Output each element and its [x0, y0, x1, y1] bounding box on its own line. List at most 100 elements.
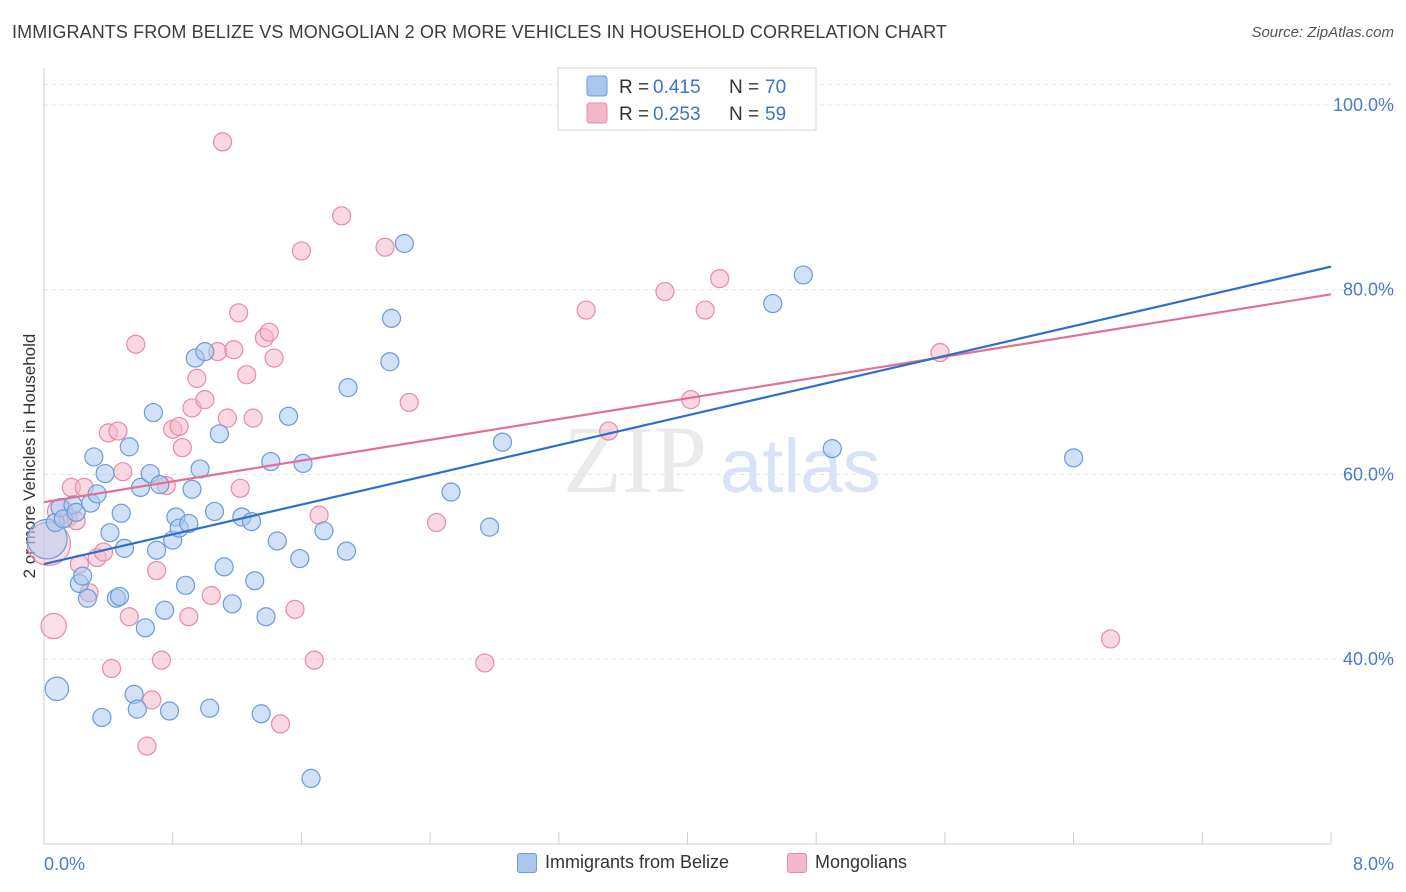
mongolians-point-58 — [1101, 629, 1121, 649]
belize-point-52 — [278, 406, 299, 426]
belize-point-68 — [1063, 448, 1084, 468]
mongolians-point-1 — [40, 612, 67, 640]
belize-point-51 — [267, 531, 287, 551]
mongolians-point-34 — [229, 303, 249, 323]
belize-point-43 — [214, 557, 234, 577]
belize-point-9 — [77, 588, 98, 608]
trend-line-mongolians — [43, 293, 1332, 504]
mongolians-point-50 — [475, 653, 495, 673]
legend-swatch-pink — [586, 102, 608, 124]
legend-r-label-blue: R = — [619, 77, 649, 98]
mongolians-point-46 — [332, 206, 352, 226]
belize-point-26 — [143, 402, 163, 423]
mongolians-point-44 — [304, 650, 324, 670]
belize-point-49 — [256, 607, 276, 627]
mongolians-point-53 — [655, 281, 675, 302]
belize-point-36 — [182, 479, 202, 499]
legend-swatch-blue — [586, 75, 608, 97]
mongolians-point-14 — [113, 462, 133, 482]
legend-item-mongolians[interactable]: Mongolians — [787, 852, 907, 873]
belize-point-54 — [293, 453, 313, 473]
belize-point-17 — [110, 586, 130, 607]
mongolians-point-16 — [126, 334, 146, 354]
belize-point-34 — [175, 575, 196, 595]
mongolians-point-47 — [375, 237, 395, 257]
mongolians-point-43 — [291, 241, 311, 261]
mongolians-point-29 — [201, 585, 221, 606]
belize-point-8 — [73, 566, 93, 586]
watermark-atlas: atlas — [720, 424, 881, 509]
mongolians-point-17 — [137, 736, 157, 756]
y-tick-label-40: 40.0% — [1343, 649, 1394, 669]
legend-r-value-blue: 0.415 — [653, 77, 701, 98]
belize-point-22 — [127, 699, 147, 719]
belize-point-35 — [179, 513, 199, 534]
belize-point-14 — [95, 463, 115, 484]
mongolians-point-35 — [230, 478, 250, 498]
mongolians-point-25 — [179, 607, 199, 627]
mongolians-point-33 — [224, 340, 244, 360]
belize-point-50 — [261, 451, 281, 472]
belize-point-66 — [793, 265, 813, 285]
y-tick-label-80: 80.0% — [1343, 280, 1394, 300]
trend-line-belize — [43, 265, 1332, 566]
belize-point-63 — [480, 517, 500, 537]
belize-point-39 — [195, 342, 215, 362]
belize-point-6 — [66, 502, 86, 522]
belize-point-29 — [155, 600, 175, 620]
mongolians-point-18 — [142, 690, 162, 710]
mongolians-point-12 — [101, 658, 122, 679]
series-legend: Immigrants from Belize Mongolians — [0, 852, 1406, 878]
belize-point-2 — [44, 676, 70, 702]
belize-point-61 — [394, 233, 414, 254]
belize-point-56 — [314, 521, 334, 541]
x-axis-ticks — [43, 832, 1332, 844]
mongolians-point-31 — [212, 132, 233, 152]
mongolians-point-24 — [172, 438, 192, 458]
legend-swatch-belize — [517, 852, 537, 873]
x-tick-label-max: 8.0% — [1353, 854, 1394, 874]
legend-r-value-pink: 0.253 — [653, 104, 701, 125]
y-tick-label-100: 100.0% — [1333, 95, 1394, 115]
belize-point-55 — [301, 768, 321, 789]
legend-label-belize: Immigrants from Belize — [545, 852, 730, 872]
stats-legend: R = 0.415 N = 70 R = 0.253 N = 59 — [557, 67, 817, 131]
mongolians-point-32 — [217, 408, 237, 428]
mongolians-point-27 — [187, 368, 207, 388]
belize-point-24 — [135, 618, 155, 638]
trend-lines — [43, 265, 1332, 566]
mongolians-point-15 — [119, 607, 139, 627]
source-label: Source: ZipAtlas.com — [1251, 24, 1394, 41]
belize-point-48 — [251, 704, 271, 724]
belize-point-15 — [100, 523, 120, 543]
belize-point-40 — [200, 698, 220, 718]
mongolians-point-48 — [399, 392, 419, 413]
y-tick-label-60: 60.0% — [1343, 464, 1394, 484]
mongolians-point-42 — [285, 599, 305, 619]
belize-point-65 — [763, 293, 783, 314]
belize-point-53 — [290, 548, 310, 569]
belize-point-60 — [381, 308, 402, 328]
mongolians-point-56 — [710, 269, 730, 289]
belize-point-13 — [92, 707, 112, 728]
belize-point-18 — [111, 503, 131, 523]
legend-n-label-blue: N = — [729, 77, 759, 98]
legend-n-value-pink: 59 — [765, 104, 786, 125]
series-belize-points — [26, 233, 1084, 789]
mongolians-point-39 — [259, 322, 279, 342]
legend-item-belize[interactable]: Immigrants from Belize — [517, 852, 729, 873]
mongolians-point-20 — [151, 650, 172, 670]
legend-r-label-pink: R = — [619, 104, 649, 125]
belize-point-58 — [338, 378, 358, 398]
belize-point-42 — [209, 424, 229, 444]
belize-point-20 — [119, 437, 139, 457]
belize-point-47 — [245, 571, 265, 591]
legend-n-value-blue: 70 — [765, 77, 786, 98]
watermark-zip: ZIP — [563, 406, 707, 513]
belize-point-11 — [84, 447, 104, 467]
belize-point-57 — [336, 541, 357, 561]
mongolians-point-37 — [243, 408, 263, 428]
belize-point-62 — [441, 482, 461, 502]
legend-swatch-mongolians — [787, 852, 807, 873]
